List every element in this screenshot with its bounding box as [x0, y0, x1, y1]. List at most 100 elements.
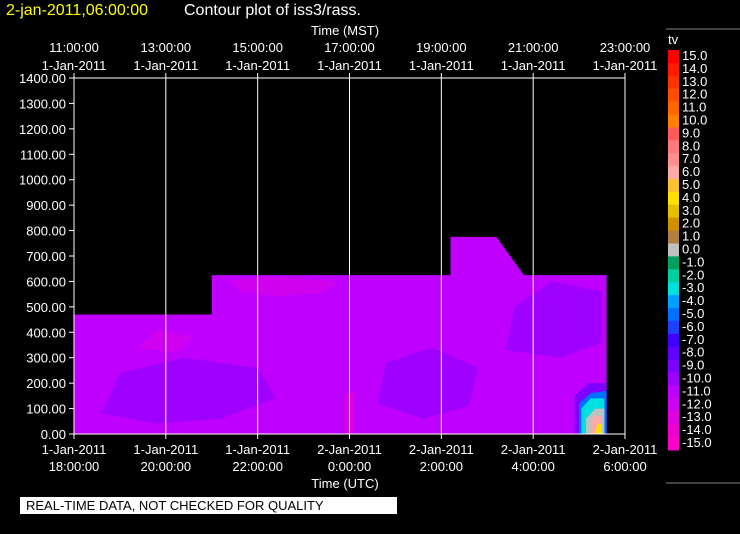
contour-region [377, 347, 479, 419]
bottom-tick-time: 4:00:00 [511, 459, 554, 474]
bottom-tick-time: 22:00:00 [232, 459, 283, 474]
legend-label: 15.0 [682, 48, 707, 63]
legend-swatch [668, 398, 679, 412]
bottom-tick-date: 2-Jan-2011 [593, 442, 658, 457]
legend-label: 0.0 [682, 242, 700, 257]
y-tick-label: 1200.00 [19, 122, 66, 137]
top-tick-time: 15:00:00 [232, 40, 283, 55]
legend-label: -10.0 [682, 371, 712, 386]
bottom-tick-date: 2-Jan-2011 [317, 442, 382, 457]
legend-label: -14.0 [682, 422, 712, 437]
legend-swatch [668, 282, 679, 296]
y-tick-label: 300.00 [26, 351, 66, 366]
top-tick-time: 21:00:00 [508, 40, 559, 55]
y-tick-label: 800.00 [26, 224, 66, 239]
legend-swatch [668, 127, 679, 141]
legend-swatch [668, 320, 679, 335]
legend-title: tv [668, 32, 679, 47]
bottom-tick-date: 1-Jan-2011 [225, 442, 290, 457]
legend-swatch [668, 295, 679, 309]
legend-swatch [668, 230, 679, 244]
top-tick-date: 1-Jan-2011 [501, 58, 566, 73]
legend-swatch [668, 424, 679, 438]
legend-swatch [668, 166, 679, 180]
legend-label: -15.0 [682, 435, 712, 450]
legend-swatch [668, 385, 679, 399]
legend-swatch [668, 411, 679, 425]
top-tick-date: 1-Jan-2011 [409, 58, 474, 73]
legend-swatch [668, 308, 679, 322]
legend-swatch [668, 62, 679, 77]
legend-label: 13.0 [682, 74, 707, 89]
bottom-tick-time: 0:00:00 [328, 459, 371, 474]
bottom-tick-time: 18:00:00 [49, 459, 100, 474]
legend-label: 7.0 [682, 151, 700, 166]
bottom-tick-time: 2:00:00 [420, 459, 463, 474]
legend-label: -2.0 [682, 267, 704, 282]
legend-swatch [668, 346, 679, 361]
legend-label: -3.0 [682, 280, 704, 295]
legend-swatch [668, 437, 679, 451]
legend-swatch [668, 140, 679, 154]
legend-label: 12.0 [682, 87, 707, 102]
y-tick-label: 1300.00 [19, 96, 66, 111]
bottom-tick-date: 1-Jan-2011 [42, 442, 107, 457]
legend-label: 5.0 [682, 177, 700, 192]
legend-label: 1.0 [682, 229, 700, 244]
contour-region [505, 281, 602, 358]
y-tick-label: 600.00 [26, 274, 66, 289]
bottom-tick-date: 1-Jan-2011 [133, 442, 198, 457]
top-tick-date: 1-Jan-2011 [593, 58, 658, 73]
legend-label: 4.0 [682, 190, 700, 205]
legend-label: -11.0 [682, 383, 711, 398]
legend-swatch [668, 204, 679, 219]
y-tick-label: 900.00 [26, 198, 66, 213]
top-axis-label: Time (MST) [311, 23, 379, 38]
y-tick-label: 400.00 [26, 325, 66, 340]
legend-swatch [668, 372, 679, 386]
top-tick-time: 17:00:00 [324, 40, 375, 55]
y-tick-label: 200.00 [26, 376, 66, 391]
legend-label: 9.0 [682, 125, 700, 140]
contour-region [595, 423, 602, 434]
legend-label: -12.0 [682, 396, 712, 411]
legend-label: -8.0 [682, 345, 704, 360]
legend-label: 6.0 [682, 164, 700, 179]
legend-label: -13.0 [682, 409, 712, 424]
legend-swatch [668, 50, 679, 64]
legend-swatch [668, 256, 679, 270]
y-tick-label: 700.00 [26, 249, 66, 264]
bottom-tick-time: 6:00:00 [603, 459, 646, 474]
plot-title: Contour plot of iss3/rass. [184, 2, 361, 19]
bottom-tick-date: 2-Jan-2011 [501, 442, 566, 457]
legend-label: -5.0 [682, 306, 704, 321]
legend-swatch [668, 153, 679, 167]
bottom-axis-label: Time (UTC) [311, 476, 378, 491]
legend-label: 11.0 [682, 100, 706, 115]
legend-label: -9.0 [682, 358, 704, 373]
top-tick-time: 19:00:00 [416, 40, 467, 55]
top-tick-date: 1-Jan-2011 [133, 58, 198, 73]
y-tick-label: 1400.00 [19, 71, 66, 86]
legend-swatch [668, 217, 679, 232]
quality-notice: REAL-TIME DATA, NOT CHECKED FOR QUALITY [20, 497, 397, 514]
legend-label: -7.0 [682, 332, 704, 347]
y-tick-label: 0.00 [41, 427, 66, 442]
legend-label: 10.0 [682, 113, 707, 128]
y-tick-label: 500.00 [26, 300, 66, 315]
legend-label: 14.0 [682, 61, 707, 76]
plot-timestamp: 2-jan-2011,06:00:00 [6, 2, 149, 19]
legend-label: 2.0 [682, 216, 700, 231]
top-tick-date: 1-Jan-2011 [42, 58, 107, 73]
bottom-tick-date: 2-Jan-2011 [409, 442, 474, 457]
legend-swatch [668, 75, 679, 90]
bottom-tick-time: 20:00:00 [141, 459, 192, 474]
legend-swatch [668, 333, 679, 348]
contour-region [101, 357, 276, 424]
top-tick-date: 1-Jan-2011 [225, 58, 290, 73]
legend-label: -4.0 [682, 293, 704, 308]
legend-label: 3.0 [682, 203, 700, 218]
legend-swatch [668, 101, 679, 115]
legend-swatch [668, 179, 679, 193]
